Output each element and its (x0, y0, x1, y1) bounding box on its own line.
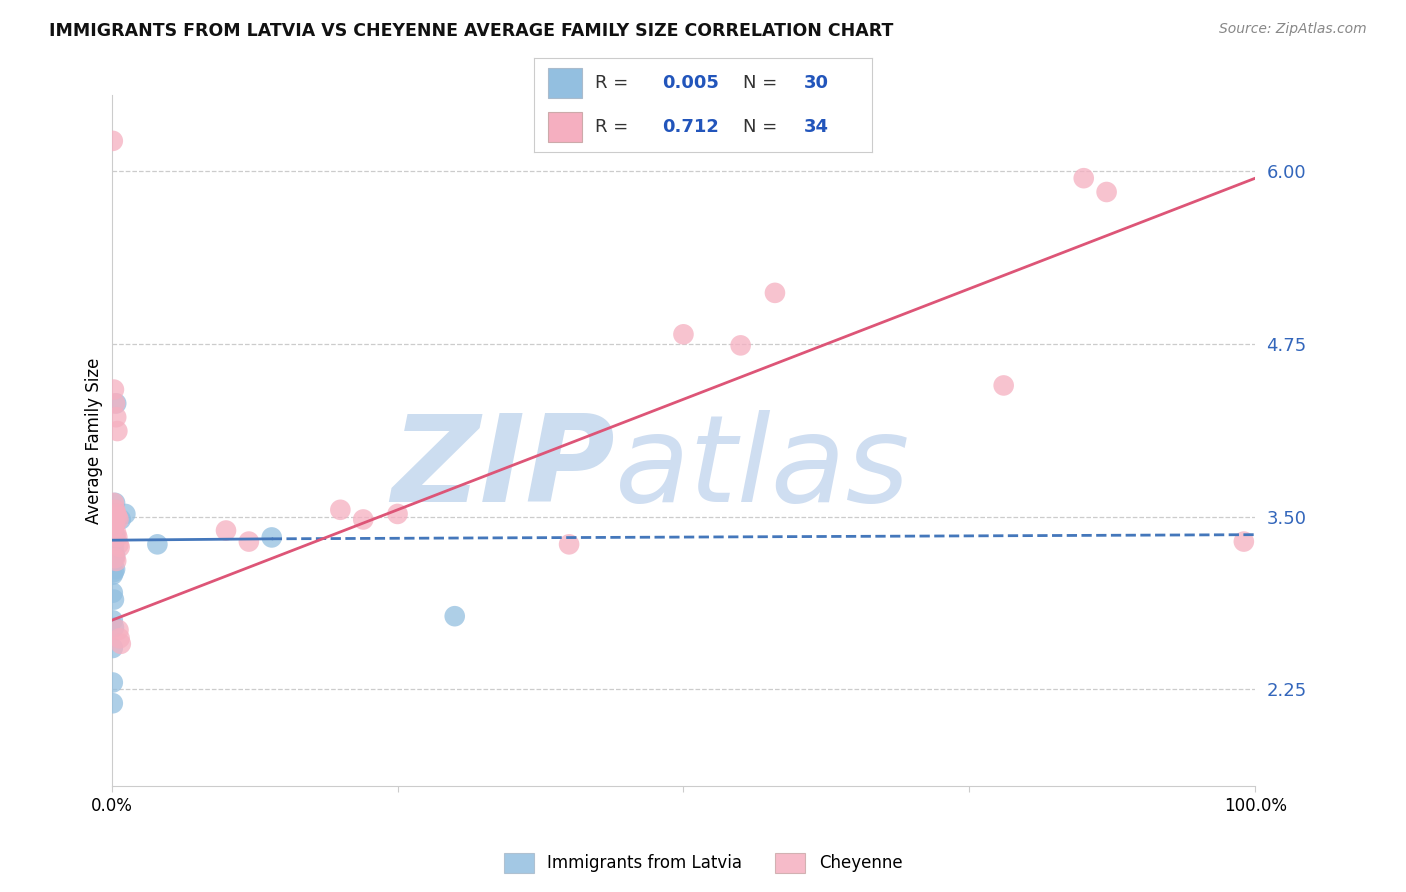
Point (101, 134, 124, 148)
Point (101, 640, 124, 655)
Point (105, 424, 128, 438)
Point (1233, 534, 1256, 549)
Text: 0.005: 0.005 (662, 74, 720, 92)
Point (103, 526, 125, 541)
Point (238, 534, 260, 549)
Text: IMMIGRANTS FROM LATVIA VS CHEYENNE AVERAGE FAMILY SIZE CORRELATION CHART: IMMIGRANTS FROM LATVIA VS CHEYENNE AVERA… (49, 22, 894, 40)
Text: Source: ZipAtlas.com: Source: ZipAtlas.com (1219, 22, 1367, 37)
Legend: Immigrants from Latvia, Cheyenne: Immigrants from Latvia, Cheyenne (496, 847, 910, 880)
Point (730, 338, 752, 352)
Point (105, 396, 128, 410)
Point (1095, 185, 1118, 199)
Point (103, 551, 125, 566)
Point (107, 537, 129, 551)
Point (146, 537, 169, 551)
Point (104, 562, 127, 576)
Point (103, 534, 125, 549)
Point (104, 529, 127, 543)
Point (101, 521, 124, 535)
Point (101, 554, 124, 568)
Text: 30: 30 (804, 74, 830, 92)
Point (101, 613, 124, 627)
Point (105, 526, 128, 541)
Point (108, 632, 131, 646)
Point (260, 531, 283, 545)
Point (387, 507, 409, 521)
Point (110, 637, 132, 651)
Text: R =: R = (595, 74, 628, 92)
Point (107, 512, 129, 526)
Point (672, 327, 695, 342)
Point (103, 383, 125, 397)
Point (1073, 171, 1095, 186)
Point (352, 512, 374, 526)
Point (105, 509, 128, 524)
Point (329, 503, 352, 517)
Point (104, 396, 127, 410)
Point (103, 496, 125, 510)
Point (101, 544, 124, 558)
Point (105, 410, 128, 425)
Point (105, 531, 128, 545)
Point (215, 524, 238, 538)
Point (104, 551, 127, 566)
Point (104, 496, 127, 510)
Text: 0.712: 0.712 (662, 119, 720, 136)
Point (101, 531, 124, 545)
Point (108, 540, 131, 554)
Point (101, 537, 124, 551)
Point (103, 509, 125, 524)
Point (558, 537, 581, 551)
Point (110, 512, 132, 526)
Point (763, 285, 786, 300)
Point (103, 565, 125, 579)
Point (107, 623, 129, 637)
Text: atlas: atlas (614, 409, 910, 527)
Point (103, 540, 125, 554)
Point (104, 516, 127, 531)
Point (104, 503, 127, 517)
Point (104, 549, 127, 563)
Point (101, 585, 124, 599)
Point (101, 567, 124, 582)
Point (101, 675, 124, 690)
Point (443, 609, 465, 624)
Point (993, 378, 1015, 392)
Text: 34: 34 (804, 119, 830, 136)
Text: ZIP: ZIP (391, 409, 614, 527)
Y-axis label: Average Family Size: Average Family Size (86, 358, 103, 524)
Point (114, 507, 136, 521)
Text: N =: N = (744, 74, 778, 92)
Point (101, 696, 124, 710)
Point (103, 521, 125, 535)
Point (105, 554, 128, 568)
Text: N =: N = (744, 119, 778, 136)
Point (105, 507, 128, 521)
Text: R =: R = (595, 119, 628, 136)
Point (103, 592, 125, 607)
Point (103, 620, 125, 634)
Point (104, 516, 127, 531)
FancyBboxPatch shape (548, 69, 582, 98)
FancyBboxPatch shape (548, 112, 582, 142)
